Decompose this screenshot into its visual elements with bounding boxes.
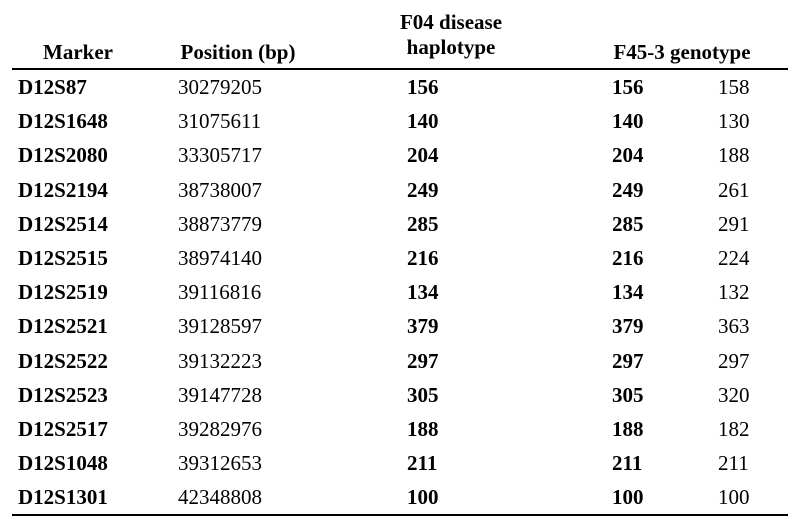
cell-position: 33305717 — [178, 143, 262, 168]
cell-marker: D12S1048 — [18, 451, 108, 476]
cell-f45-allele-2: 130 — [718, 109, 750, 134]
cell-f45-allele-1: 249 — [612, 177, 644, 202]
cell-f04-haplotype: 188 — [407, 416, 439, 441]
cell-f04-haplotype: 100 — [407, 485, 439, 510]
cell-position: 42348808 — [178, 485, 262, 510]
cell-f45-allele-1: 156 — [612, 75, 644, 99]
cell-f45-allele-2: 261 — [718, 177, 750, 202]
cell-f45-allele-1: 305 — [612, 382, 644, 407]
cell-f45-allele-2: 363 — [718, 314, 750, 339]
cell-f04-haplotype: 379 — [407, 314, 439, 339]
cell-marker: D12S2521 — [18, 314, 108, 339]
header-f45-genotype: F45-3 genotype — [613, 40, 751, 64]
table-row: D12S1048 39312653 211 211 211 — [12, 446, 788, 480]
cell-f04-haplotype: 156 — [407, 75, 439, 99]
table-row: D12S2519 39116816 134 134 132 — [12, 275, 788, 309]
cell-f04-haplotype: 249 — [407, 177, 439, 202]
table-row: D12S2080 33305717 204 204 188 — [12, 138, 788, 172]
cell-f45-allele-1: 188 — [612, 416, 644, 441]
header-f04-haplotype: F04 disease haplotype — [356, 10, 546, 60]
table-body: D12S87 30279205 156 156 158 D12S1648 31075611 1… — [12, 70, 788, 517]
table-row: D12S2515 38974140 216 216 224 — [12, 241, 788, 275]
table-row: D12S1648 31075611 140 140 130 — [12, 104, 788, 138]
cell-f45-allele-1: 285 — [612, 211, 644, 236]
header-f04-line1: F04 disease — [399, 10, 503, 34]
cell-marker: D12S2519 — [18, 280, 108, 305]
haplotype-table: Marker Position (bp) F04 disease haploty… — [12, 6, 788, 517]
cell-marker: D12S2517 — [18, 416, 108, 441]
header-position: Position (bp) — [180, 40, 296, 64]
cell-marker: D12S2080 — [18, 143, 108, 168]
cell-f04-haplotype: 305 — [407, 382, 439, 407]
cell-f04-haplotype: 216 — [407, 245, 439, 270]
table-row: D12S1301 42348808 100 100 100 — [12, 480, 788, 514]
cell-position: 31075611 — [178, 109, 262, 134]
cell-position: 39282976 — [178, 416, 262, 441]
cell-f45-allele-1: 100 — [612, 485, 644, 510]
cell-f45-allele-2: 158 — [718, 75, 750, 99]
cell-position: 39147728 — [178, 382, 262, 407]
cell-marker: D12S2522 — [18, 348, 108, 373]
cell-f04-haplotype: 134 — [407, 280, 439, 305]
cell-f45-allele-1: 204 — [612, 143, 644, 168]
cell-f45-allele-1: 140 — [612, 109, 644, 134]
cell-f45-allele-2: 188 — [718, 143, 750, 168]
cell-f45-allele-1: 379 — [612, 314, 644, 339]
cell-f45-allele-2: 320 — [718, 382, 750, 407]
table-row: D12S2521 39128597 379 379 363 — [12, 309, 788, 343]
cell-f45-allele-2: 182 — [718, 416, 750, 441]
table-header: Marker Position (bp) F04 disease haploty… — [12, 6, 788, 70]
table-row: D12S87 30279205 156 156 158 — [12, 70, 788, 104]
cell-f45-allele-2: 100 — [718, 485, 750, 510]
cell-f04-haplotype: 285 — [407, 211, 439, 236]
cell-marker: D12S1301 — [18, 485, 108, 510]
header-f04-line2: haplotype — [406, 35, 496, 59]
cell-marker: D12S2514 — [18, 211, 108, 236]
cell-f04-haplotype: 297 — [407, 348, 439, 373]
cell-marker: D12S87 — [18, 75, 87, 99]
table-row: D12S2522 39132223 297 297 297 — [12, 344, 788, 378]
table-row: D12S2523 39147728 305 305 320 — [12, 378, 788, 412]
cell-marker: D12S2523 — [18, 382, 108, 407]
cell-position: 39312653 — [178, 451, 262, 476]
cell-position: 38974140 — [178, 245, 262, 270]
cell-position: 30279205 — [178, 75, 262, 99]
cell-marker: D12S2194 — [18, 177, 108, 202]
cell-f45-allele-2: 132 — [718, 280, 750, 305]
cell-f45-allele-2: 291 — [718, 211, 750, 236]
cell-marker: D12S1648 — [18, 109, 108, 134]
cell-f45-allele-1: 134 — [612, 280, 644, 305]
cell-marker: D12S2515 — [18, 245, 108, 270]
cell-f45-allele-1: 216 — [612, 245, 644, 270]
cell-f45-allele-2: 224 — [718, 245, 750, 270]
cell-f45-allele-2: 297 — [718, 348, 750, 373]
cell-position: 38738007 — [178, 177, 262, 202]
cell-f04-haplotype: 204 — [407, 143, 439, 168]
cell-position: 39128597 — [178, 314, 262, 339]
cell-f45-allele-1: 211 — [612, 451, 643, 476]
table-row: D12S2514 38873779 285 285 291 — [12, 207, 788, 241]
cell-position: 39132223 — [178, 348, 262, 373]
table-row: D12S2194 38738007 249 249 261 — [12, 173, 788, 207]
header-marker: Marker — [43, 40, 113, 64]
table-row: D12S2517 39282976 188 188 182 — [12, 412, 788, 446]
cell-f04-haplotype: 140 — [407, 109, 439, 134]
cell-f45-allele-2: 211 — [718, 451, 749, 476]
cell-position: 38873779 — [178, 211, 262, 236]
cell-f04-haplotype: 211 — [407, 451, 438, 476]
cell-f45-allele-1: 297 — [612, 348, 644, 373]
cell-position: 39116816 — [178, 280, 262, 305]
